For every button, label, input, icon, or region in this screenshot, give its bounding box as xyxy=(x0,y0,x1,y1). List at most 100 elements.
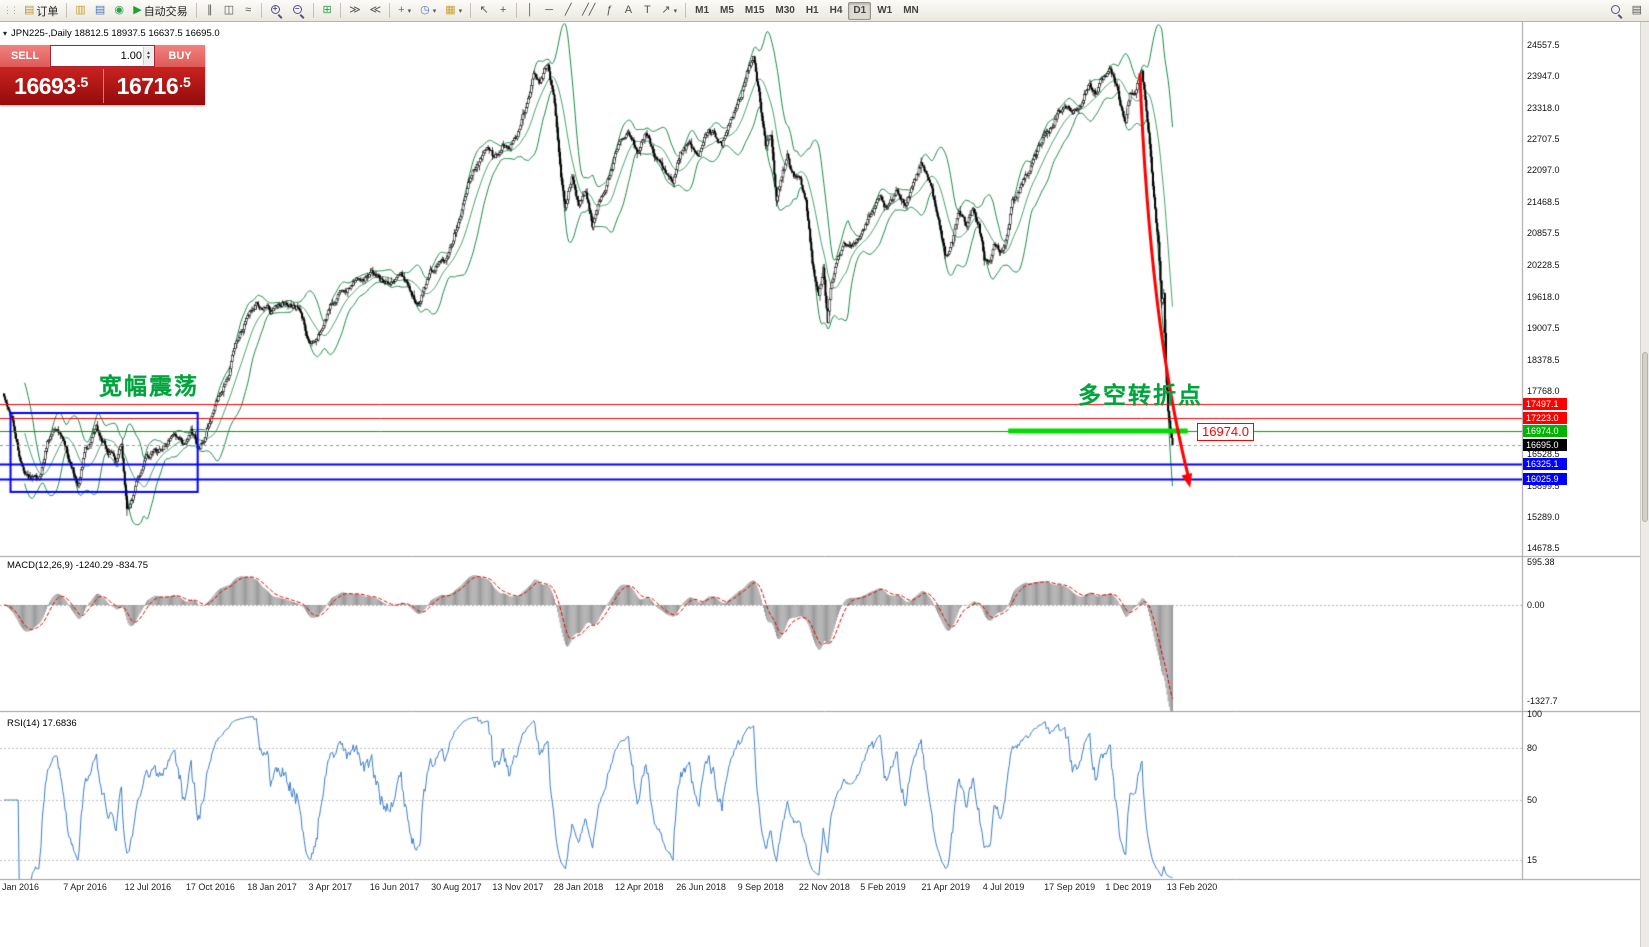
price-axis-label: 19618.0 xyxy=(1527,291,1560,302)
label-tool-icon-glyph: T xyxy=(644,4,651,16)
oneclick-collapse-icon[interactable]: ▾ xyxy=(3,29,8,38)
templates-button-glyph: ▦ xyxy=(445,4,456,16)
timeframe-m5-button[interactable]: M5 xyxy=(720,5,734,16)
price-tag: 16695.0 xyxy=(1523,439,1567,452)
vertical-scrollbar[interactable] xyxy=(1640,22,1649,947)
fibonacci-tool-icon[interactable]: ƒ xyxy=(600,2,618,20)
timeframe-m30-button[interactable]: M30 xyxy=(775,5,795,16)
dropdown-caret-icon: ▾ xyxy=(407,7,412,15)
label-tool-icon[interactable]: T xyxy=(638,2,656,20)
toolbar-separator xyxy=(313,3,315,18)
top-toolbar: ⋮⋮ ▤ 订单 ▥ ▤ ◉ ▶ 自动交易 ∥ ◫ ≈ + − ⊞ ≫ ≪ + ▾ ◷ ▾ ▦ ▾ ↖ + │ ─ ╱ ╱╱ ƒ A T ↗ ▾ M… xyxy=(0,0,1649,22)
date-axis-label: 28 Jan 2018 xyxy=(553,882,604,892)
rsi-axis-label: 100 xyxy=(1527,709,1543,719)
candlestick-chart-icon-glyph: ◫ xyxy=(223,4,235,16)
channel-tool-icon[interactable]: ╱╱ xyxy=(578,2,599,20)
volume-spinner[interactable]: ▲ ▼ xyxy=(143,47,153,65)
date-axis-label: 21 Apr 2019 xyxy=(921,882,971,892)
chart-profile-icon[interactable]: ▤ xyxy=(1628,2,1646,20)
profiles-icon[interactable]: ▤ xyxy=(91,2,109,20)
trendline-tool-icon-glyph: ╱ xyxy=(564,4,572,16)
zoom-out-icon[interactable]: − xyxy=(288,2,309,20)
buy-price-frac: .5 xyxy=(179,73,191,90)
tile-windows-icon[interactable]: ⊞ xyxy=(318,2,336,20)
price-axis-label: 19007.5 xyxy=(1527,322,1560,333)
horizontal-line-tool-icon[interactable]: ─ xyxy=(540,2,558,20)
templates-button[interactable]: ▦ ▾ xyxy=(441,2,466,20)
community-icon-glyph: ◉ xyxy=(114,4,125,16)
sell-price[interactable]: 16693 .5 xyxy=(0,67,103,105)
indicators-button-glyph: + xyxy=(398,4,405,16)
chart-profile-icon-glyph: ▤ xyxy=(1631,4,1642,16)
rsi-axis-label: 80 xyxy=(1527,743,1538,754)
price-axis-label: 21468.5 xyxy=(1527,197,1560,208)
macd-axis-label: -1327.7 xyxy=(1527,695,1558,706)
line-chart-icon[interactable]: ≈ xyxy=(239,2,257,20)
chart-canvas[interactable] xyxy=(0,22,1649,947)
text-tool-icon[interactable]: A xyxy=(619,2,637,20)
zoom-out-icon-glass: − xyxy=(292,4,305,17)
channel-tool-icon-glyph: ╱╱ xyxy=(582,4,596,16)
date-axis-label: 13 Nov 2017 xyxy=(492,882,544,892)
price-axis-label: 22707.5 xyxy=(1527,134,1560,145)
ohlc-bars-icon-glyph: ∥ xyxy=(206,4,213,16)
dropdown-caret-icon: ▾ xyxy=(432,7,437,15)
horizontal-line-tool-icon-glyph: ─ xyxy=(545,4,554,16)
price-axis-label: 23947.0 xyxy=(1527,71,1560,82)
new-chart-icon[interactable]: ▥ xyxy=(71,2,89,20)
new-order-button[interactable]: ▤ 订单 xyxy=(20,2,62,20)
vertical-line-tool-icon-glyph: │ xyxy=(526,4,534,16)
new-order-button-label: 订单 xyxy=(36,5,59,18)
community-icon[interactable]: ◉ xyxy=(110,2,128,20)
chart-shift-icon[interactable]: ≪ xyxy=(366,2,386,20)
volume-input[interactable]: 1.00 ▲ ▼ xyxy=(50,45,155,67)
ohlc-bars-icon[interactable]: ∥ xyxy=(201,2,219,20)
sell-button[interactable]: SELL xyxy=(0,45,50,67)
zoom-in-icon-glass: + xyxy=(270,4,283,17)
trendline-tool-icon[interactable]: ╱ xyxy=(559,2,577,20)
date-axis-label: 16 Jun 2017 xyxy=(369,882,420,892)
date-axis-label: 12 Jul 2016 xyxy=(124,882,172,892)
timeframe-m1-button[interactable]: M1 xyxy=(695,5,710,16)
date-axis-label: Jan 2016 xyxy=(2,882,40,892)
symbol-ohlc-text: JPN225-,Daily 18812.5 18937.5 16637.5 16… xyxy=(11,28,220,39)
auto-scroll-icon[interactable]: ≫ xyxy=(345,2,365,20)
autotrading-button[interactable]: ▶ 自动交易 xyxy=(129,2,191,20)
zoom-in-icon[interactable]: + xyxy=(266,2,287,20)
cursor-tool-icon[interactable]: ↖ xyxy=(475,2,493,20)
indicators-button[interactable]: + ▾ xyxy=(394,2,415,20)
timeframe-w1-button[interactable]: W1 xyxy=(877,5,893,16)
vertical-line-tool-icon[interactable]: │ xyxy=(521,2,539,20)
periods-button[interactable]: ◷ ▾ xyxy=(416,2,440,20)
timeframe-mn-button[interactable]: MN xyxy=(903,5,919,16)
price-tag: 16025.9 xyxy=(1523,473,1567,486)
price-axis-label: 14678.5 xyxy=(1527,543,1560,553)
date-axis-label: 1 Dec 2019 xyxy=(1105,882,1152,892)
scrollbar-thumb[interactable] xyxy=(1642,352,1648,522)
toolbar-separator xyxy=(470,3,472,18)
date-axis-label: 13 Feb 2020 xyxy=(1166,882,1218,892)
new-chart-icon-glyph: ▥ xyxy=(75,4,86,16)
window-grip: ⋮⋮ xyxy=(3,5,19,15)
date-axis-label: 12 Apr 2018 xyxy=(615,882,664,892)
quick-search-icon-glass xyxy=(1610,4,1623,17)
candlestick-chart-icon[interactable]: ◫ xyxy=(220,2,238,20)
timeframe-m15-button[interactable]: M15 xyxy=(744,5,765,16)
new-order-button-glyph: ▤ xyxy=(24,4,35,16)
timeframe-h4-button[interactable]: H4 xyxy=(829,5,843,16)
buy-price-main: 16716 xyxy=(116,72,179,99)
timeframe-h1-button[interactable]: H1 xyxy=(805,5,819,16)
date-axis-label: 18 Jan 2017 xyxy=(247,882,297,892)
price-axis-label: 20857.5 xyxy=(1527,228,1560,239)
quick-search-icon[interactable] xyxy=(1606,2,1627,20)
sell-price-main: 16693 xyxy=(14,72,76,99)
buy-price[interactable]: 16716 .5 xyxy=(103,67,206,105)
buy-button[interactable]: BUY xyxy=(155,45,205,67)
timeframe-d1-button[interactable]: D1 xyxy=(848,1,872,20)
price-axis-label: 24557.5 xyxy=(1527,39,1560,50)
cursor-tool-icon-glyph: ↖ xyxy=(479,4,489,16)
crosshair-tool-icon[interactable]: + xyxy=(494,2,512,20)
toolbar-separator xyxy=(516,3,518,18)
annotation-price-label: 16974.0 xyxy=(1197,423,1254,441)
shapes-tool-icon[interactable]: ↗ ▾ xyxy=(657,2,681,20)
